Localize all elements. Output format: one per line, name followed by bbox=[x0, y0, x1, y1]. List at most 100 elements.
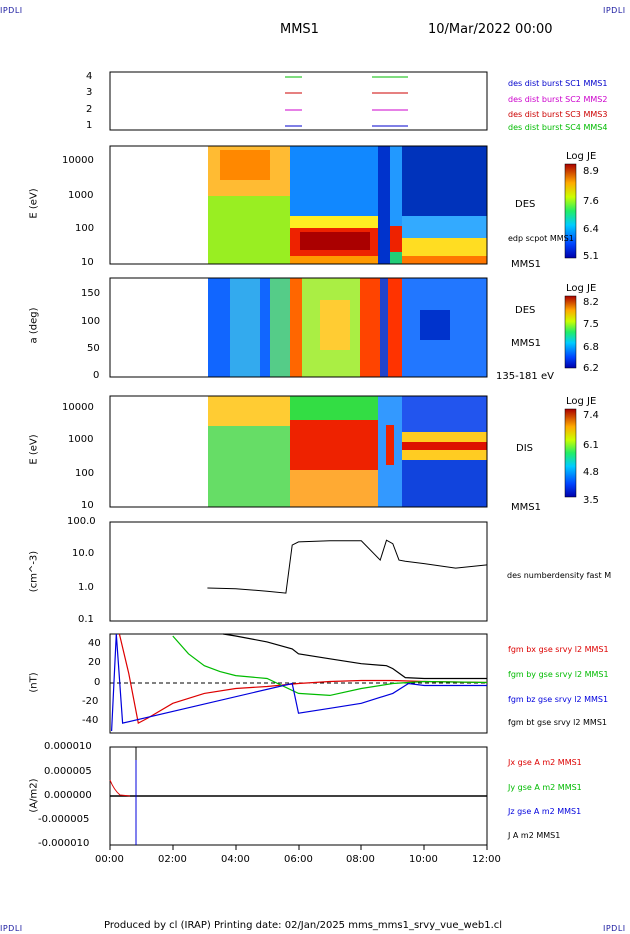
current-ytick-neg5e-6: -0.000005 bbox=[38, 814, 90, 825]
bfield-series-0 bbox=[118, 633, 488, 725]
des-energy-ytick-10000: 10000 bbox=[62, 155, 94, 166]
dis-energy-cb-tick-0: 7.4 bbox=[583, 410, 599, 421]
header-spacecraft: MMS1 bbox=[280, 22, 319, 37]
bfield-legend-bt: fgm bt gse srvy l2 MMS1 bbox=[508, 718, 607, 727]
x-tick-0400: 04:00 bbox=[221, 854, 250, 865]
bfield-legend-bz: fgm bz gse srvy l2 MMS1 bbox=[508, 695, 609, 704]
dis-energy-ylabel: E (eV) bbox=[28, 434, 40, 465]
current-ytick-0: 0.000000 bbox=[44, 790, 92, 801]
des-pitch-frame bbox=[109, 277, 488, 378]
des-pitch-cb-tick-2: 6.8 bbox=[583, 342, 599, 353]
bfield-series-3 bbox=[223, 633, 487, 680]
bfield-series-1 bbox=[172, 635, 488, 697]
corner-label-bottom-left: IPDLI bbox=[0, 924, 23, 933]
dis-energy-cb-tick-3: 3.5 bbox=[583, 495, 599, 506]
bfield-ytick-20: 20 bbox=[88, 657, 101, 668]
des-energy-ytick-100: 100 bbox=[75, 223, 95, 234]
dis-energy-cb-tick-1: 6.1 bbox=[583, 440, 599, 451]
x-tick-0600: 06:00 bbox=[284, 854, 313, 865]
burst-ytick-1: 1 bbox=[86, 120, 93, 131]
density-ylabel: (cm^-3) bbox=[28, 550, 40, 593]
des-energy-frame bbox=[109, 145, 488, 265]
corner-label-top-left: IPDLI bbox=[0, 6, 23, 15]
des-energy-cb-tick-1: 7.6 bbox=[583, 196, 599, 207]
des-energy-ytick-1000: 1000 bbox=[68, 190, 94, 201]
dis-energy-ytick-1000: 1000 bbox=[68, 434, 94, 445]
des-pitch-ylabel: a (deg) bbox=[28, 307, 40, 344]
current-ytick-5e-6: 0.000005 bbox=[44, 766, 92, 777]
dis-energy-mms-label: MMS1 bbox=[511, 502, 541, 513]
bfield-series-group bbox=[111, 633, 488, 732]
des-energy-mms-label: MMS1 bbox=[511, 259, 541, 270]
dis-energy-label: DIS bbox=[516, 443, 533, 454]
des-energy-scpot-label: edp scpot MMS1 bbox=[508, 234, 574, 243]
header-datetime: 10/Mar/2022 00:00 bbox=[428, 22, 553, 37]
x-tick-0200: 02:00 bbox=[158, 854, 187, 865]
burst-legend-sc2: des dist burst SC2 MMS2 bbox=[508, 95, 608, 104]
density-series-line bbox=[207, 539, 488, 594]
dis-energy-cb-tick-2: 4.8 bbox=[583, 467, 599, 478]
des-pitch-energy-range: 135-181 eV bbox=[496, 371, 554, 382]
x-tick-0800: 08:00 bbox=[346, 854, 375, 865]
current-ylabel: (A/m2) bbox=[28, 778, 40, 813]
corner-label-bottom-right: IPDLI bbox=[603, 924, 626, 933]
current-legend-jy: Jy gse A m2 MMS1 bbox=[508, 783, 582, 792]
current-legend-j: J A m2 MMS1 bbox=[508, 831, 561, 840]
burst-ytick-3: 3 bbox=[86, 87, 93, 98]
des-pitch-colorbar bbox=[564, 295, 577, 369]
x-tick-1000: 10:00 bbox=[409, 854, 438, 865]
burst-ytick-4: 4 bbox=[86, 71, 93, 82]
corner-label-top-right: IPDLI bbox=[603, 6, 626, 15]
des-energy-colorbar bbox=[564, 163, 577, 259]
dis-energy-ytick-10: 10 bbox=[81, 500, 94, 511]
des-pitch-cb-tick-0: 8.2 bbox=[583, 297, 599, 308]
des-energy-cb-tick-0: 8.9 bbox=[583, 166, 599, 177]
dis-energy-colorbar bbox=[564, 408, 577, 498]
des-pitch-ytick-150: 150 bbox=[81, 288, 101, 299]
des-pitch-label: DES bbox=[515, 305, 536, 316]
dis-energy-cb-title: Log JE bbox=[566, 396, 597, 407]
des-energy-cb-tick-2: 6.4 bbox=[583, 224, 599, 235]
des-energy-ylabel: E (eV) bbox=[28, 188, 40, 219]
dis-energy-frame bbox=[109, 395, 488, 508]
des-pitch-ytick-50: 50 bbox=[87, 343, 100, 354]
current-jx-start bbox=[109, 779, 131, 797]
density-ytick-0.1: 0.1 bbox=[78, 614, 94, 625]
burst-frame bbox=[109, 71, 488, 131]
des-energy-cb-title: Log JE bbox=[566, 151, 597, 162]
current-legend-jx: Jx gse A m2 MMS1 bbox=[508, 758, 582, 767]
footer-credits: Produced by cl (IRAP) Printing date: 02/… bbox=[104, 920, 503, 931]
des-pitch-cb-tick-3: 6.2 bbox=[583, 363, 599, 374]
des-pitch-spectrogram bbox=[208, 278, 487, 377]
dis-energy-ytick-10000: 10000 bbox=[62, 402, 94, 413]
x-tick-0000: 00:00 bbox=[95, 854, 124, 865]
density-ytick-10: 10.0 bbox=[72, 548, 95, 559]
des-pitch-cb-tick-1: 7.5 bbox=[583, 319, 599, 330]
burst-legend-sc3: des dist burst SC3 MMS3 bbox=[508, 110, 608, 119]
x-tick-1200: 12:00 bbox=[472, 854, 501, 865]
current-ytick-1e-5: 0.000010 bbox=[44, 741, 92, 752]
bfield-ytick-neg40: -40 bbox=[82, 715, 99, 726]
des-pitch-mms-label: MMS1 bbox=[511, 338, 541, 349]
burst-legend-sc4: des dist burst SC4 MMS4 bbox=[508, 123, 608, 132]
current-ytick-neg1e-5: -0.000010 bbox=[38, 838, 90, 849]
density-ytick-1: 1.0 bbox=[78, 582, 94, 593]
dis-energy-ytick-100: 100 bbox=[75, 468, 95, 479]
bfield-ytick-neg20: -20 bbox=[82, 696, 99, 707]
burst-legend-sc1: des dist burst SC1 MMS1 bbox=[508, 79, 608, 88]
bfield-legend-by: fgm by gse srvy l2 MMS1 bbox=[508, 670, 609, 679]
des-pitch-cb-title: Log JE bbox=[566, 283, 597, 294]
des-energy-spectrogram bbox=[208, 146, 487, 264]
des-energy-ytick-10: 10 bbox=[81, 257, 94, 268]
bfield-ytick-40: 40 bbox=[88, 638, 101, 649]
density-frame bbox=[109, 521, 488, 622]
des-pitch-ytick-0: 0 bbox=[93, 370, 100, 381]
bfield-legend-bx: fgm bx gse srvy l2 MMS1 bbox=[508, 645, 609, 654]
des-energy-label: DES bbox=[515, 199, 536, 210]
des-pitch-ytick-100: 100 bbox=[81, 316, 101, 327]
x-axis-ticks bbox=[109, 845, 488, 850]
des-energy-cb-tick-3: 5.1 bbox=[583, 251, 599, 262]
current-legend-jz: Jz gse A m2 MMS1 bbox=[508, 807, 582, 816]
bfield-ylabel: (nT) bbox=[28, 672, 40, 693]
